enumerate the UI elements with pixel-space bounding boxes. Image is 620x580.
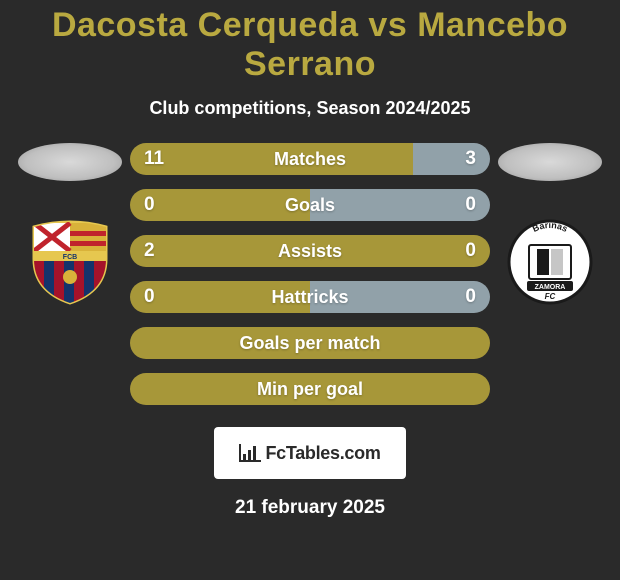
stat-row-right-value: 0 bbox=[465, 240, 476, 262]
stat-row: Matches 11 3 bbox=[130, 143, 490, 175]
stat-row: Hattricks 0 0 bbox=[130, 281, 490, 313]
stat-row-left-value: 0 bbox=[144, 286, 155, 308]
right-player-photo-placeholder bbox=[498, 143, 602, 181]
left-player-photo-placeholder bbox=[18, 143, 122, 181]
stat-row: Goals per match bbox=[130, 327, 490, 359]
left-club-logo: FCB bbox=[27, 219, 113, 305]
stat-row-right-value: 0 bbox=[465, 194, 476, 216]
stat-row-left-value: 11 bbox=[144, 148, 164, 170]
bars-column: Matches113Goals00Assists20Hattricks00Goa… bbox=[130, 141, 490, 405]
stat-row-right-value: 0 bbox=[465, 286, 476, 308]
stat-row: Goals 0 0 bbox=[130, 189, 490, 221]
subtitle: Club competitions, Season 2024/2025 bbox=[149, 98, 470, 119]
stat-row: Assists 2 0 bbox=[130, 235, 490, 267]
main-row: FCB bbox=[0, 141, 620, 405]
stat-row-label: Assists bbox=[278, 241, 342, 262]
bar-chart-icon bbox=[239, 444, 261, 462]
stat-row-right-segment bbox=[413, 143, 490, 175]
svg-text:ZAMORA: ZAMORA bbox=[535, 284, 566, 291]
player-left-name: Dacosta Cerqueda bbox=[52, 6, 359, 44]
stat-row-right-segment bbox=[310, 189, 490, 221]
page-title: Dacosta Cerqueda vs Mancebo Serrano bbox=[0, 6, 620, 84]
source-logo-text: FcTables.com bbox=[265, 443, 380, 464]
zamora-crest-icon: Barinas ZAMORA FC bbox=[507, 219, 593, 305]
stat-row-right-value: 3 bbox=[465, 148, 476, 170]
stat-row-label: Matches bbox=[274, 149, 346, 170]
right-club-logo: Barinas ZAMORA FC bbox=[507, 219, 593, 305]
stat-row: Min per goal bbox=[130, 373, 490, 405]
barcelona-crest-icon: FCB bbox=[30, 219, 110, 305]
stat-row-label: Hattricks bbox=[271, 287, 348, 308]
svg-text:FCB: FCB bbox=[63, 254, 77, 261]
stat-row-left-value: 2 bbox=[144, 240, 155, 262]
stat-row-left-value: 0 bbox=[144, 194, 155, 216]
stat-row-label: Goals per match bbox=[239, 333, 380, 354]
date-label: 21 february 2025 bbox=[235, 497, 385, 519]
svg-text:FC: FC bbox=[545, 292, 556, 301]
right-side-col: Barinas ZAMORA FC bbox=[490, 141, 610, 305]
stat-row-label: Goals bbox=[285, 195, 335, 216]
left-side-col: FCB bbox=[10, 141, 130, 305]
stat-row-label: Min per goal bbox=[257, 379, 363, 400]
stat-row-left-segment bbox=[130, 189, 310, 221]
stat-row-left-segment bbox=[130, 143, 413, 175]
source-logo: FcTables.com bbox=[214, 427, 406, 479]
comparison-card: Dacosta Cerqueda vs Mancebo Serrano Club… bbox=[0, 0, 620, 580]
title-joiner: vs bbox=[358, 6, 417, 44]
